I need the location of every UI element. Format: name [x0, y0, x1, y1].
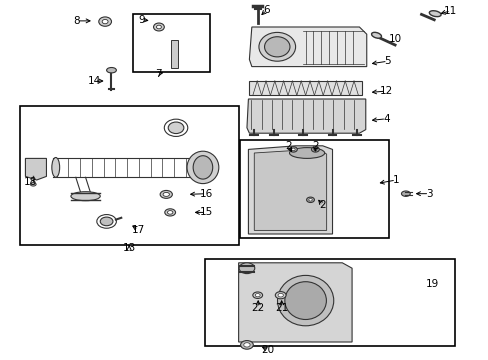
Ellipse shape — [160, 190, 172, 198]
Bar — [249, 81, 361, 95]
Ellipse shape — [428, 11, 440, 17]
Text: 10: 10 — [388, 34, 401, 44]
Text: 8: 8 — [73, 16, 80, 26]
Ellipse shape — [306, 197, 314, 202]
Ellipse shape — [100, 217, 113, 226]
Ellipse shape — [193, 156, 212, 179]
Text: 4: 4 — [382, 114, 389, 124]
Text: 17: 17 — [131, 225, 145, 235]
Ellipse shape — [102, 19, 108, 24]
Text: 2: 2 — [285, 141, 291, 151]
Ellipse shape — [156, 25, 161, 29]
Text: 22: 22 — [251, 303, 264, 313]
Text: 6: 6 — [263, 5, 269, 15]
Ellipse shape — [71, 192, 100, 201]
Text: 9: 9 — [138, 15, 145, 25]
Ellipse shape — [97, 215, 116, 228]
Text: 13: 13 — [122, 243, 136, 253]
Text: 2: 2 — [311, 141, 318, 151]
Text: 16: 16 — [199, 189, 213, 199]
Ellipse shape — [99, 17, 111, 26]
Ellipse shape — [401, 191, 409, 197]
Ellipse shape — [277, 275, 333, 326]
Ellipse shape — [243, 343, 249, 347]
Ellipse shape — [277, 293, 283, 297]
Ellipse shape — [308, 199, 312, 201]
Ellipse shape — [239, 263, 254, 274]
Ellipse shape — [252, 292, 262, 298]
Ellipse shape — [313, 148, 316, 150]
Text: 21: 21 — [274, 303, 288, 313]
Bar — [239, 140, 388, 238]
Ellipse shape — [106, 68, 116, 73]
Text: 19: 19 — [425, 279, 439, 289]
Ellipse shape — [30, 183, 36, 186]
Ellipse shape — [289, 147, 297, 152]
Ellipse shape — [187, 151, 219, 184]
Bar — [133, 14, 210, 72]
Ellipse shape — [311, 147, 319, 152]
Bar — [205, 259, 454, 346]
Ellipse shape — [164, 209, 175, 216]
Ellipse shape — [259, 32, 295, 61]
Ellipse shape — [371, 32, 381, 38]
Ellipse shape — [284, 282, 325, 320]
Ellipse shape — [168, 122, 183, 134]
Text: 5: 5 — [384, 56, 390, 66]
Ellipse shape — [163, 192, 169, 197]
Polygon shape — [249, 27, 366, 67]
Ellipse shape — [153, 23, 164, 31]
Polygon shape — [25, 158, 46, 180]
Text: 12: 12 — [379, 86, 392, 96]
Ellipse shape — [291, 148, 295, 150]
Ellipse shape — [52, 158, 60, 177]
Bar — [20, 106, 238, 245]
Text: 14: 14 — [87, 76, 101, 86]
Ellipse shape — [289, 148, 324, 158]
Text: 11: 11 — [443, 6, 457, 16]
Text: 15: 15 — [199, 207, 213, 217]
Text: 3: 3 — [425, 189, 432, 199]
Ellipse shape — [264, 37, 289, 57]
Ellipse shape — [167, 211, 173, 214]
Polygon shape — [171, 40, 178, 68]
Polygon shape — [248, 146, 332, 234]
Text: 2: 2 — [319, 200, 325, 210]
Ellipse shape — [275, 292, 285, 299]
Ellipse shape — [164, 119, 187, 136]
Text: 20: 20 — [261, 345, 274, 355]
Text: 1: 1 — [392, 175, 399, 185]
Polygon shape — [254, 150, 326, 230]
Polygon shape — [238, 263, 351, 342]
Text: 18: 18 — [23, 177, 37, 187]
Ellipse shape — [240, 341, 253, 349]
Text: 7: 7 — [154, 69, 161, 79]
Polygon shape — [246, 99, 365, 133]
Ellipse shape — [255, 293, 260, 297]
